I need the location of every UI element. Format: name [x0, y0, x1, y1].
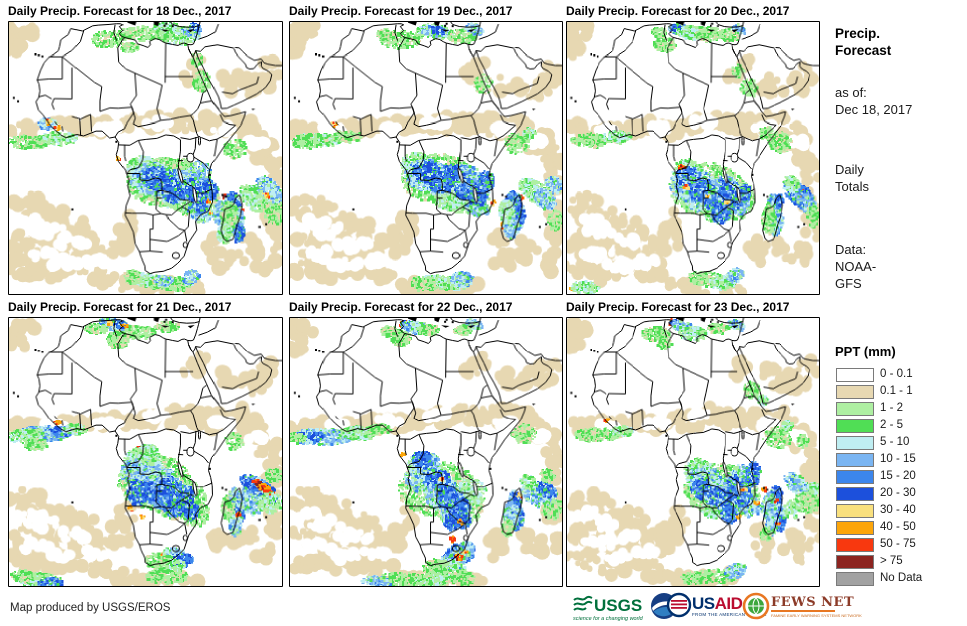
precip-map-19dec — [289, 21, 563, 295]
legend-label: 20 - 30 — [880, 487, 916, 499]
precip-map-21dec — [8, 317, 283, 587]
panel-title-22dec: Daily Precip. Forecast for 22 Dec., 2017 — [289, 300, 513, 314]
data-source-line2: GFS — [835, 276, 862, 291]
usgs-text: USGS — [594, 596, 642, 615]
data-source-line1: NOAA- — [835, 259, 877, 274]
sidebar-title-line1: Precip. — [835, 26, 881, 41]
panel-title-21dec: Daily Precip. Forecast for 21 Dec., 2017 — [8, 300, 232, 314]
totals-line2: Totals — [835, 179, 869, 194]
legend-swatch — [836, 368, 874, 382]
legend-title: PPT (mm) — [835, 344, 896, 359]
usaid-text-us: US — [692, 594, 715, 613]
panel-title-19dec: Daily Precip. Forecast for 19 Dec., 2017 — [289, 4, 513, 18]
precip-map-23dec — [566, 317, 820, 587]
usaid-text-aid: AID — [714, 594, 743, 613]
map-credit: Map produced by USGS/EROS — [10, 602, 171, 614]
legend-label: 40 - 50 — [880, 521, 916, 533]
legend-label: 1 - 2 — [880, 402, 904, 414]
legend-label: 2 - 5 — [880, 419, 904, 431]
sidebar-title-line2: Forecast — [835, 43, 892, 58]
fewsnet-globe-icon — [742, 592, 770, 620]
legend-label: 50 - 75 — [880, 538, 916, 550]
panel-title-18dec: Daily Precip. Forecast for 18 Dec., 2017 — [8, 4, 232, 18]
precip-map-20dec — [566, 21, 820, 295]
totals-line1: Daily — [835, 162, 864, 177]
panel-title-23dec: Daily Precip. Forecast for 23 Dec., 2017 — [566, 300, 790, 314]
fewsnet-tagline: FAMINE EARLY WARNING SYSTEMS NETWORK — [771, 613, 862, 618]
precip-map-22dec — [289, 317, 563, 587]
usgs-tagline: science for a changing world — [573, 616, 644, 622]
legend-label: 15 - 20 — [880, 470, 916, 482]
legend-label: No Data — [880, 572, 923, 584]
panel-title-20dec: Daily Precip. Forecast for 20 Dec., 2017 — [566, 4, 790, 18]
legend-swatch — [836, 521, 874, 535]
legend-swatch — [836, 402, 874, 416]
legend-swatch — [836, 572, 874, 586]
usaid-logo: USAID — [692, 594, 743, 614]
fewsnet-logo: FEWS NET — [771, 595, 855, 610]
asof-label: as of: — [835, 85, 867, 100]
legend-label: 10 - 15 — [880, 453, 916, 465]
legend-swatch — [836, 504, 874, 518]
legend-swatch — [836, 419, 874, 433]
legend-swatch — [836, 436, 874, 450]
usaid-tagline: FROM THE AMERICAN PEOPLE — [692, 612, 767, 617]
legend-label: 0.1 - 1 — [880, 385, 913, 397]
asof-date: Dec 18, 2017 — [835, 102, 913, 117]
legend-swatch — [836, 470, 874, 484]
logo-strip: USGS science for a changing world USAID … — [570, 592, 960, 624]
usaid-emblem-icon — [666, 592, 692, 618]
precip-map-18dec — [8, 21, 283, 295]
fewsnet-underline — [771, 610, 835, 612]
data-label: Data: — [835, 242, 867, 257]
legend-label: 0 - 0.1 — [880, 368, 913, 380]
legend-swatch — [836, 538, 874, 552]
legend-swatch — [836, 555, 874, 569]
legend-label: 5 - 10 — [880, 436, 910, 448]
usgs-logo: USGS science for a changing world — [573, 595, 644, 622]
legend-swatch — [836, 453, 874, 467]
legend-swatch — [836, 385, 874, 399]
legend-swatch — [836, 487, 874, 501]
legend-label: 30 - 40 — [880, 504, 916, 516]
legend-label: > 75 — [880, 555, 903, 567]
